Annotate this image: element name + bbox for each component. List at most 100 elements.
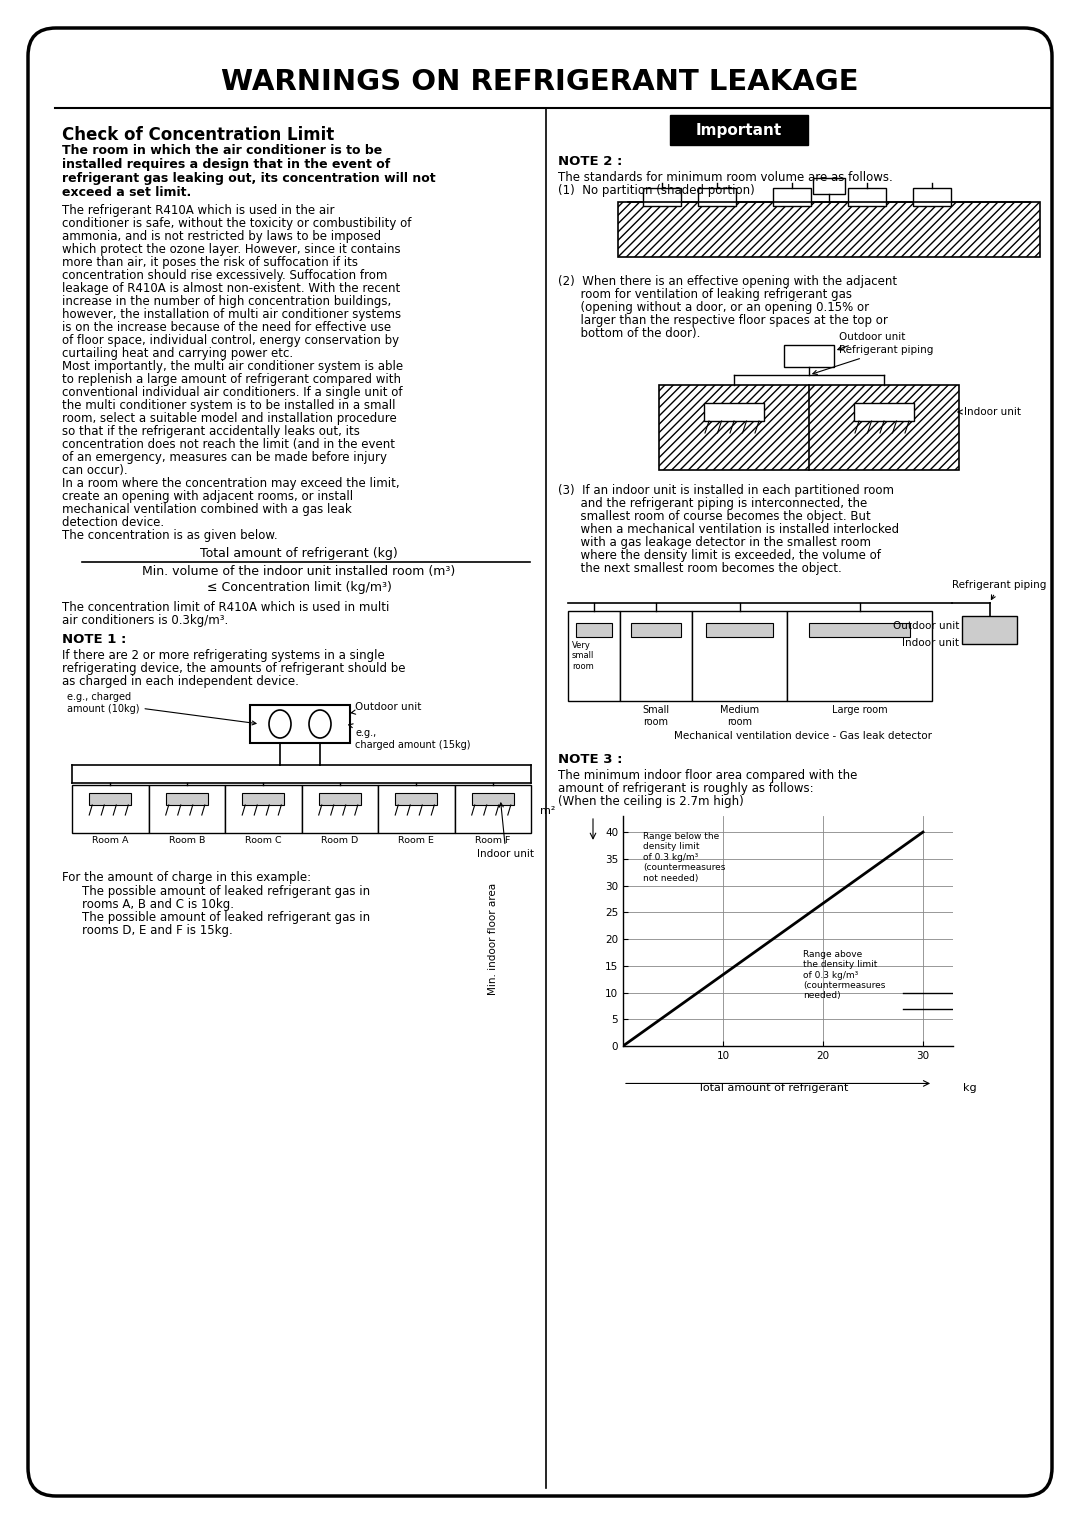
- Bar: [90, 793, 132, 805]
- Ellipse shape: [309, 711, 330, 738]
- Text: mechanical ventilation combined with a gas leak: mechanical ventilation combined with a g…: [62, 503, 352, 515]
- Text: (opening without a door, or an opening 0.15% or: (opening without a door, or an opening 0…: [558, 300, 869, 314]
- Text: curtailing heat and carrying power etc.: curtailing heat and carrying power etc.: [62, 348, 293, 360]
- Text: of floor space, individual control, energy conservation by: of floor space, individual control, ener…: [62, 334, 400, 348]
- Bar: [395, 793, 437, 805]
- Text: Room F: Room F: [475, 836, 511, 845]
- Ellipse shape: [269, 711, 291, 738]
- Bar: [643, 188, 681, 206]
- Text: Check of Concentration Limit: Check of Concentration Limit: [62, 127, 334, 143]
- Text: Important: Important: [696, 122, 782, 137]
- Text: so that if the refrigerant accidentally leaks out, its: so that if the refrigerant accidentally …: [62, 425, 360, 438]
- Bar: [631, 624, 681, 637]
- Text: Very
small
room: Very small room: [572, 640, 594, 671]
- Text: air conditioners is 0.3kg/m³.: air conditioners is 0.3kg/m³.: [62, 615, 228, 627]
- Bar: [472, 793, 514, 805]
- Text: m²: m²: [540, 807, 556, 816]
- Text: bottom of the door).: bottom of the door).: [558, 326, 700, 340]
- Bar: [706, 624, 773, 637]
- Text: exceed a set limit.: exceed a set limit.: [62, 186, 191, 198]
- Bar: [249, 705, 350, 743]
- Text: Range above
the density limit
of 0.3 kg/m³
(countermeasures
needed): Range above the density limit of 0.3 kg/…: [804, 950, 886, 1000]
- Text: The refrigerant R410A which is used in the air: The refrigerant R410A which is used in t…: [62, 204, 335, 217]
- Text: For the amount of charge in this example:: For the amount of charge in this example…: [62, 871, 311, 884]
- Text: however, the installation of multi air conditioner systems: however, the installation of multi air c…: [62, 308, 401, 320]
- Text: smallest room of course becomes the object. But: smallest room of course becomes the obje…: [558, 509, 870, 523]
- Text: when a mechanical ventilation is installed interlocked: when a mechanical ventilation is install…: [558, 523, 900, 535]
- Text: If there are 2 or more refrigerating systems in a single: If there are 2 or more refrigerating sys…: [62, 650, 384, 662]
- Text: In a room where the concentration may exceed the limit,: In a room where the concentration may ex…: [62, 477, 400, 490]
- Text: (When the ceiling is 2.7m high): (When the ceiling is 2.7m high): [558, 795, 744, 808]
- Text: concentration does not reach the limit (and in the event: concentration does not reach the limit (…: [62, 438, 395, 451]
- Text: room, select a suitable model and installation procedure: room, select a suitable model and instal…: [62, 412, 396, 425]
- Text: The room in which the air conditioner is to be: The room in which the air conditioner is…: [62, 143, 382, 157]
- Text: with a gas leakage detector in the smallest room: with a gas leakage detector in the small…: [558, 535, 870, 549]
- Text: is on the increase because of the need for effective use: is on the increase because of the need f…: [62, 320, 391, 334]
- Text: (2)  When there is an effective opening with the adjacent: (2) When there is an effective opening w…: [558, 274, 897, 288]
- Text: Outdoor unit: Outdoor unit: [351, 702, 421, 714]
- Bar: [378, 785, 455, 833]
- Text: rooms A, B and C is 10kg.: rooms A, B and C is 10kg.: [82, 898, 234, 910]
- Text: and the refrigerant piping is interconnected, the: and the refrigerant piping is interconne…: [558, 497, 867, 509]
- Text: Room C: Room C: [245, 836, 282, 845]
- Bar: [670, 114, 808, 145]
- Text: the multi conditioner system is to be installed in a small: the multi conditioner system is to be in…: [62, 400, 395, 412]
- Text: leakage of R410A is almost non-existent. With the recent: leakage of R410A is almost non-existent.…: [62, 282, 401, 294]
- Text: e.g.,
charged amount (15kg): e.g., charged amount (15kg): [349, 724, 471, 750]
- Bar: [165, 793, 207, 805]
- Text: larger than the respective floor spaces at the top or: larger than the respective floor spaces …: [558, 314, 888, 326]
- Text: which protect the ozone layer. However, since it contains: which protect the ozone layer. However, …: [62, 242, 401, 256]
- Text: Room B: Room B: [168, 836, 205, 845]
- Text: NOTE 3 :: NOTE 3 :: [558, 753, 622, 766]
- Text: amount of refrigerant is roughly as follows:: amount of refrigerant is roughly as foll…: [558, 782, 813, 795]
- Bar: [576, 624, 612, 637]
- Text: create an opening with adjacent rooms, or install: create an opening with adjacent rooms, o…: [62, 490, 353, 503]
- Text: as charged in each independent device.: as charged in each independent device.: [62, 676, 299, 688]
- Bar: [809, 624, 910, 637]
- Text: of an emergency, measures can be made before injury: of an emergency, measures can be made be…: [62, 451, 387, 464]
- Text: The concentration is as given below.: The concentration is as given below.: [62, 529, 278, 541]
- Text: the next smallest room becomes the object.: the next smallest room becomes the objec…: [558, 563, 841, 575]
- Bar: [787, 612, 932, 702]
- Text: The possible amount of leaked refrigerant gas in: The possible amount of leaked refrigeran…: [82, 910, 370, 924]
- Text: refrigerant gas leaking out, its concentration will not: refrigerant gas leaking out, its concent…: [62, 172, 435, 185]
- Bar: [618, 201, 1040, 258]
- Bar: [620, 612, 692, 702]
- Text: The minimum indoor floor area compared with the: The minimum indoor floor area compared w…: [558, 769, 858, 782]
- Text: concentration should rise excessively. Suffocation from: concentration should rise excessively. S…: [62, 268, 388, 282]
- FancyBboxPatch shape: [28, 27, 1052, 1496]
- Text: Indoor unit: Indoor unit: [902, 637, 959, 648]
- Text: can occur).: can occur).: [62, 464, 127, 477]
- Text: refrigerating device, the amounts of refrigerant should be: refrigerating device, the amounts of ref…: [62, 662, 405, 676]
- Text: Total amount of refrigerant (kg): Total amount of refrigerant (kg): [200, 547, 397, 560]
- Bar: [455, 785, 531, 833]
- Bar: [848, 188, 886, 206]
- Bar: [704, 403, 764, 421]
- Text: installed requires a design that in the event of: installed requires a design that in the …: [62, 159, 390, 171]
- Text: Min. volume of the indoor unit installed room (m³): Min. volume of the indoor unit installed…: [143, 564, 456, 578]
- Text: Most importantly, the multi air conditioner system is able: Most importantly, the multi air conditio…: [62, 360, 403, 374]
- Text: Room A: Room A: [92, 836, 129, 845]
- Text: to replenish a large amount of refrigerant compared with: to replenish a large amount of refrigera…: [62, 374, 401, 386]
- Bar: [854, 403, 914, 421]
- Text: WARNINGS ON REFRIGERANT LEAKAGE: WARNINGS ON REFRIGERANT LEAKAGE: [221, 69, 859, 96]
- Bar: [242, 793, 284, 805]
- Text: Large room: Large room: [832, 705, 888, 715]
- Bar: [784, 345, 834, 368]
- Text: ammonia, and is not restricted by laws to be imposed: ammonia, and is not restricted by laws t…: [62, 230, 381, 242]
- Text: The concentration limit of R410A which is used in multi: The concentration limit of R410A which i…: [62, 601, 390, 615]
- Text: detection device.: detection device.: [62, 515, 164, 529]
- Text: NOTE 2 :: NOTE 2 :: [558, 156, 622, 168]
- Bar: [659, 384, 959, 470]
- Text: NOTE 1 :: NOTE 1 :: [62, 633, 126, 647]
- Text: (3)  If an indoor unit is installed in each partitioned room: (3) If an indoor unit is installed in ea…: [558, 483, 894, 497]
- Bar: [913, 188, 951, 206]
- Text: conditioner is safe, without the toxicity or combustibility of: conditioner is safe, without the toxicit…: [62, 217, 411, 230]
- Bar: [962, 616, 1017, 644]
- Bar: [773, 188, 811, 206]
- Text: The possible amount of leaked refrigerant gas in: The possible amount of leaked refrigeran…: [82, 884, 370, 898]
- Bar: [813, 178, 845, 194]
- Bar: [149, 785, 225, 833]
- Text: ≤ Concentration limit (kg/m³): ≤ Concentration limit (kg/m³): [206, 581, 391, 595]
- Text: conventional individual air conditioners. If a single unit of: conventional individual air conditioners…: [62, 386, 403, 400]
